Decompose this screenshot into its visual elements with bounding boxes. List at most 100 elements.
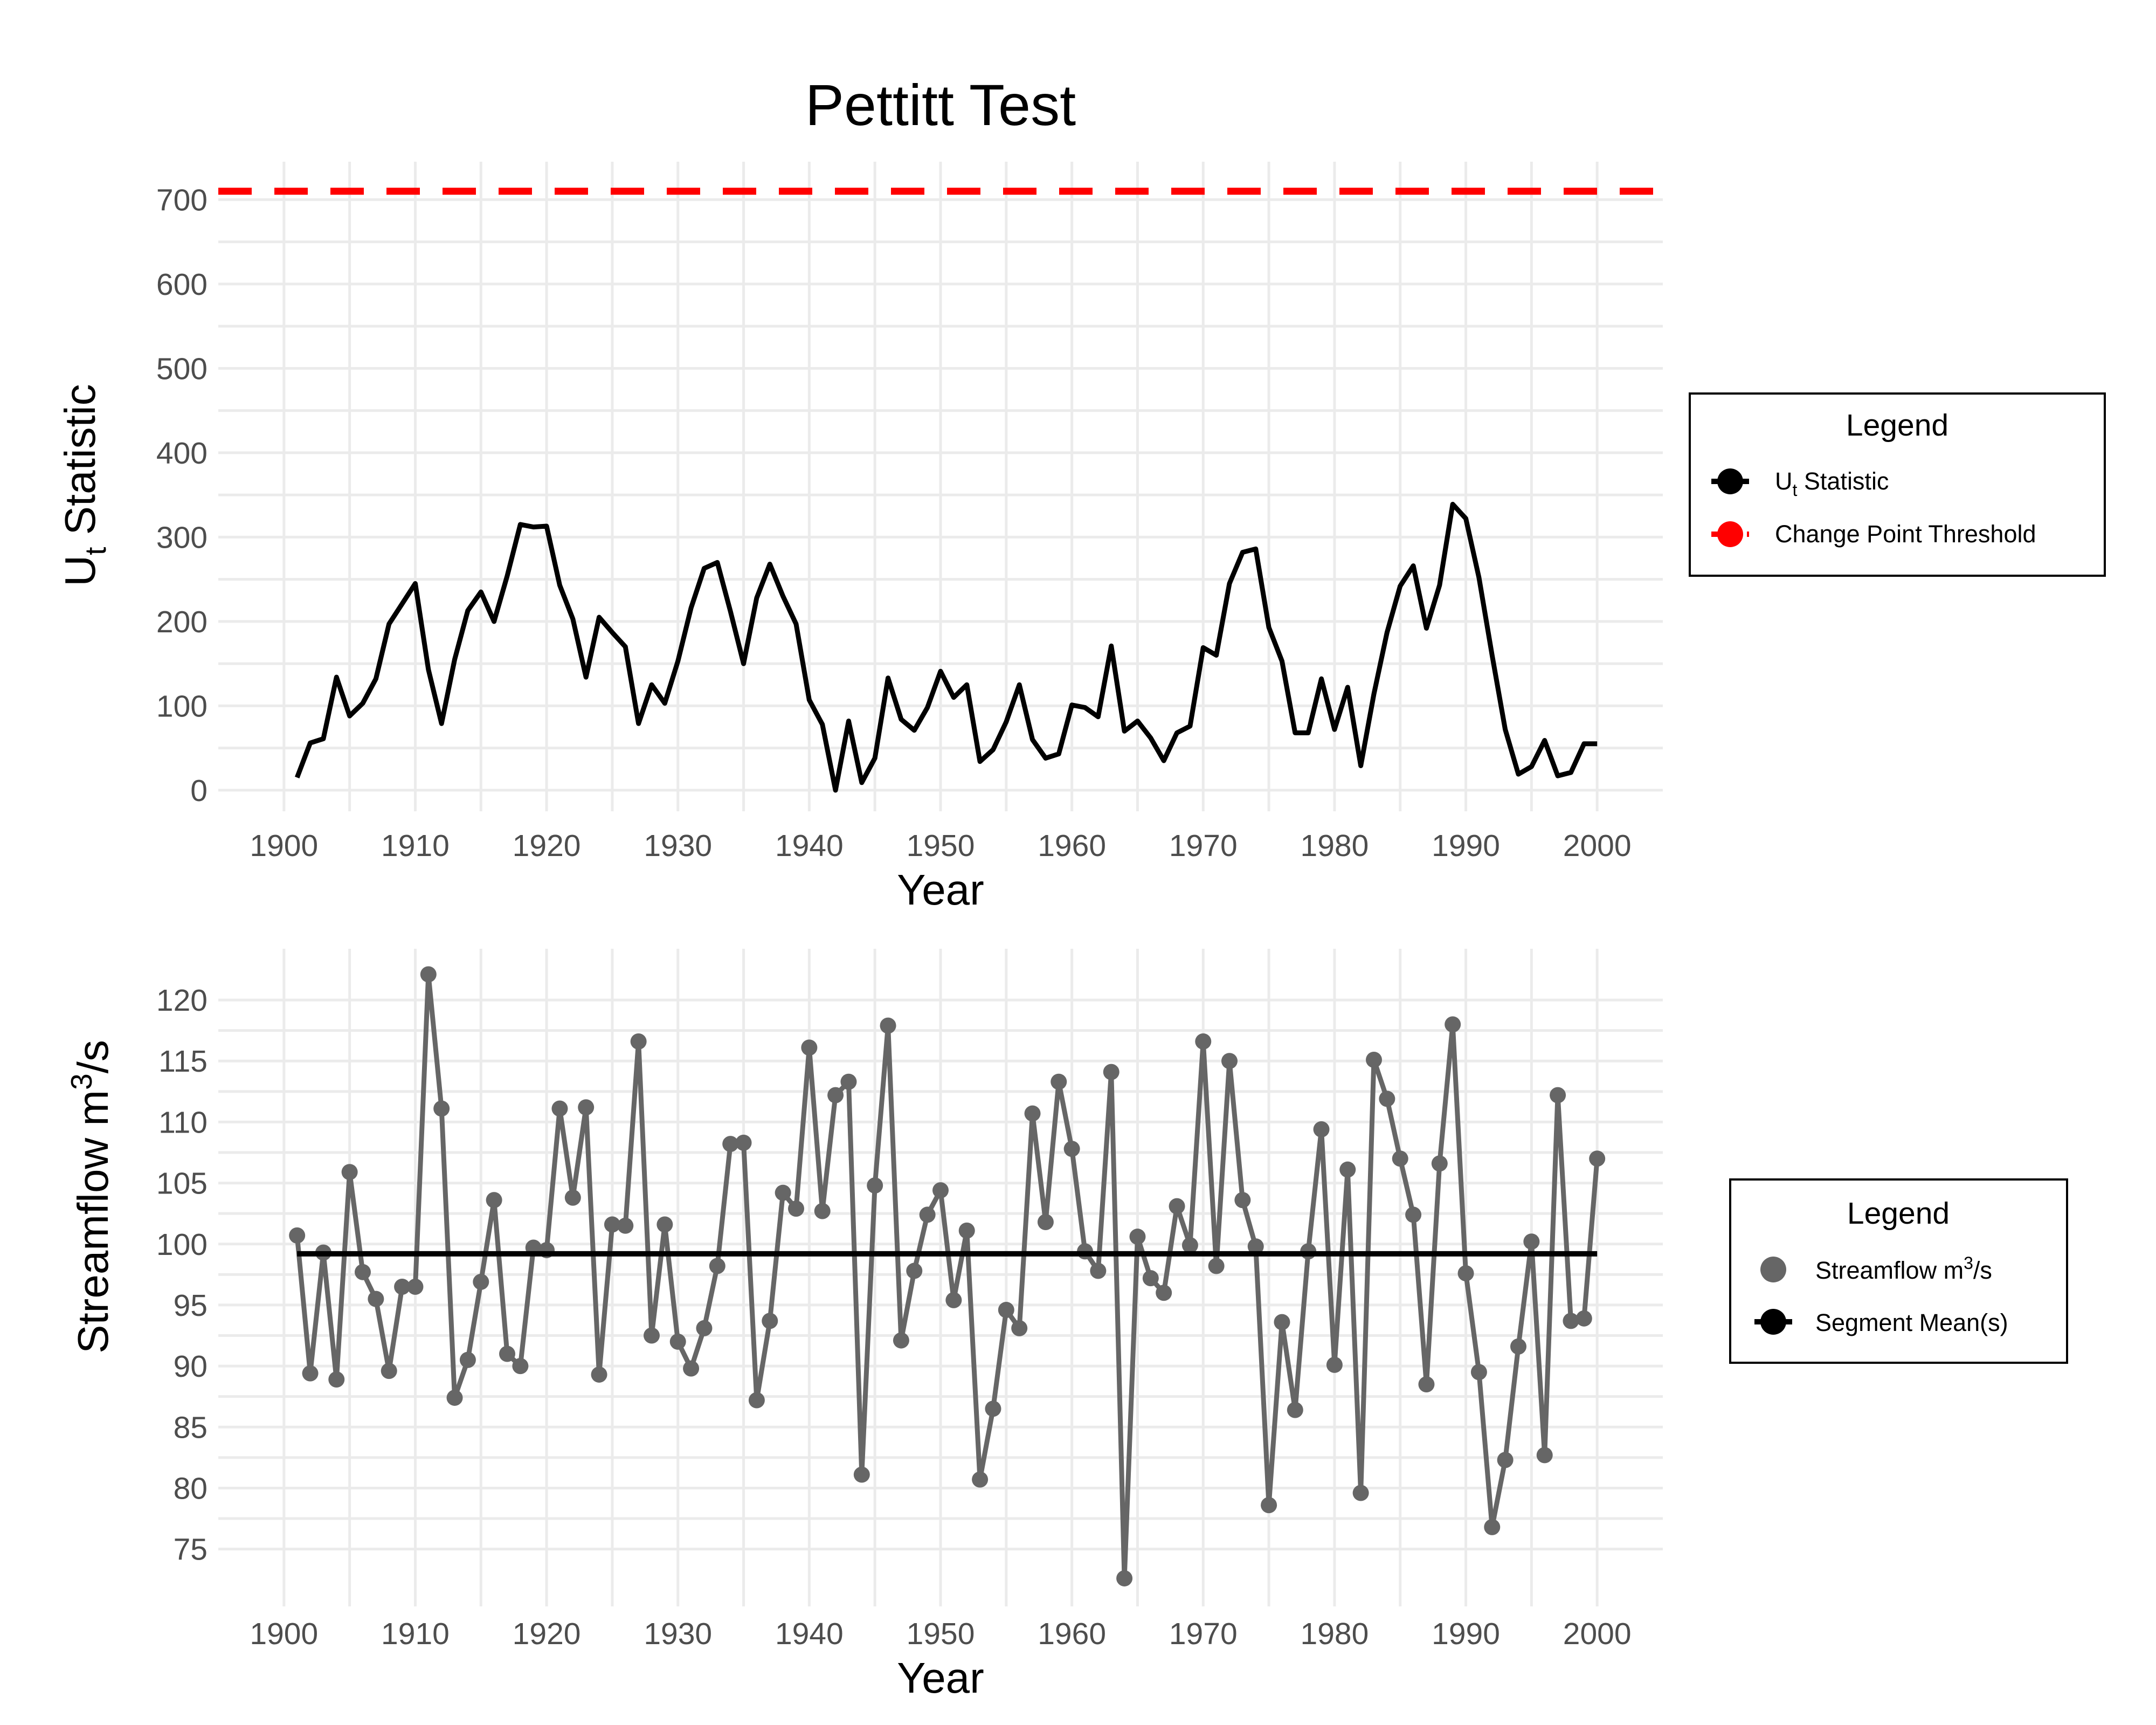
streamflow-point: [1589, 1150, 1606, 1167]
x-tick-label: 1960: [1038, 1617, 1106, 1651]
legend-key-point: [1717, 521, 1743, 547]
streamflow-point: [1510, 1338, 1526, 1355]
panel2-y-tick-labels: 75 80 85 90 95 100 105 110 115 120: [156, 983, 208, 1567]
legend-entry-segment-mean: Segment Mean(s): [1754, 1309, 2008, 1336]
streamflow-line: [294, 972, 1600, 1581]
x-tick-label: 1990: [1432, 829, 1500, 863]
y-tick-label: 75: [174, 1533, 208, 1567]
streamflow-point: [1470, 1364, 1487, 1381]
panel1-legend-title: Legend: [1846, 408, 1948, 443]
streamflow-point: [840, 1073, 857, 1090]
streamflow-point: [512, 1358, 529, 1375]
x-tick-label: 1970: [1169, 829, 1238, 863]
x-tick-label: 1900: [250, 1617, 318, 1651]
streamflow-point: [617, 1217, 634, 1234]
x-tick-label: 1980: [1301, 1617, 1369, 1651]
streamflow-point: [932, 1182, 949, 1199]
streamflow-point: [1379, 1091, 1395, 1107]
streamflow-point: [1484, 1519, 1501, 1535]
panel2-y-axis-title: Streamflow m3/s: [65, 1040, 117, 1354]
streamflow-point: [1063, 1141, 1080, 1157]
y-tick-label: 110: [158, 1105, 208, 1140]
streamflow-point: [1116, 1570, 1133, 1586]
streamflow-point: [341, 1164, 358, 1181]
x-tick-label: 2000: [1563, 829, 1632, 863]
streamflow-point: [1221, 1053, 1238, 1070]
streamflow-point: [958, 1222, 975, 1239]
streamflow-point: [1366, 1051, 1382, 1068]
streamflow-point: [788, 1200, 804, 1217]
streamflow-point: [1457, 1265, 1474, 1282]
streamflow-point: [578, 1099, 595, 1116]
streamflow-point: [1261, 1497, 1277, 1514]
x-tick-label: 2000: [1563, 1617, 1632, 1651]
chart-title: Pettitt Test: [805, 72, 1076, 137]
streamflow-point: [1169, 1198, 1185, 1215]
panel2-legend-title: Legend: [1847, 1196, 1950, 1231]
streamflow-point: [1011, 1320, 1028, 1336]
streamflow-point: [368, 1291, 384, 1307]
y-tick-label: 90: [174, 1349, 208, 1384]
streamflow-point: [420, 966, 437, 983]
streamflow-point: [446, 1389, 463, 1406]
y-tick-label: 120: [156, 983, 208, 1018]
streamflow-point: [972, 1471, 989, 1488]
streamflow-point: [1536, 1447, 1553, 1464]
streamflow-point: [1392, 1150, 1408, 1167]
y-tick-label: 85: [174, 1410, 208, 1445]
streamflow-point: [893, 1332, 909, 1349]
streamflow-point: [906, 1262, 923, 1279]
streamflow-point: [459, 1351, 476, 1368]
x-tick-label: 1950: [907, 1617, 975, 1651]
streamflow-point: [696, 1320, 713, 1336]
streamflow-point: [564, 1189, 581, 1206]
x-tick-label: 1940: [775, 1617, 844, 1651]
legend-label-change-point-threshold: Change Point Threshold: [1775, 520, 2036, 548]
ut-statistic-line: [294, 501, 1598, 793]
streamflow-point: [722, 1136, 739, 1153]
streamflow-point: [1195, 1033, 1212, 1050]
panel1-y-tick-labels: 0 100 200 300 400 500 600 700: [156, 183, 208, 808]
panel2-legend-box: [1729, 1178, 2068, 1364]
streamflow-point: [591, 1366, 607, 1383]
legend-entry-ut-statistic: Ut Statistic: [1711, 467, 1889, 500]
streamflow-point: [853, 1466, 870, 1483]
y-tick-label: 600: [156, 267, 208, 302]
y-tick-label: 700: [156, 183, 208, 217]
panel2-x-tick-labels: 1900 1910 1920 1930 1940 1950 1960 1970 1980 1990…: [250, 1617, 1631, 1651]
x-tick-label: 1930: [644, 829, 712, 863]
streamflow-point: [1129, 1229, 1146, 1245]
panel1-x-tick-labels: 1900 1910 1920 1930 1940 1950 1960 1970 1980 1990…: [250, 829, 1631, 863]
x-tick-label: 1930: [644, 1617, 712, 1651]
streamflow-point: [880, 1017, 896, 1034]
streamflow-point: [1313, 1121, 1330, 1137]
panel2-legend: Legend Streamflow m3/s Segment Mean(s): [1729, 1178, 2068, 1364]
streamflow-point: [945, 1292, 962, 1308]
streamflow-point: [985, 1400, 1001, 1417]
streamflow-point: [1142, 1270, 1159, 1287]
y-tick-label: 400: [156, 436, 208, 471]
y-tick-label: 100: [156, 1227, 208, 1262]
y-tick-label: 105: [156, 1167, 208, 1201]
x-tick-label: 1950: [907, 829, 975, 863]
panel2-x-axis-title: Year: [897, 1654, 984, 1702]
streamflow-point: [1103, 1064, 1120, 1080]
legend-key-point: [1760, 1257, 1786, 1282]
streamflow-point: [1523, 1233, 1540, 1250]
streamflow-point: [1431, 1155, 1448, 1172]
panel2-series-layer: [289, 966, 1606, 1586]
y-tick-label: 100: [156, 689, 208, 723]
panel1-x-axis-title: Year: [897, 866, 984, 914]
streamflow-point: [355, 1264, 371, 1280]
y-tick-label: 115: [158, 1044, 208, 1079]
y-tick-label: 80: [174, 1471, 208, 1506]
legend-label-ut-statistic: Ut Statistic: [1775, 467, 1889, 500]
streamflow-point: [1156, 1285, 1172, 1301]
streamflow-point: [644, 1327, 660, 1344]
streamflow-point: [1051, 1073, 1067, 1090]
streamflow-point: [1287, 1402, 1303, 1418]
y-tick-label: 200: [156, 605, 208, 639]
streamflow-point: [1208, 1258, 1225, 1274]
